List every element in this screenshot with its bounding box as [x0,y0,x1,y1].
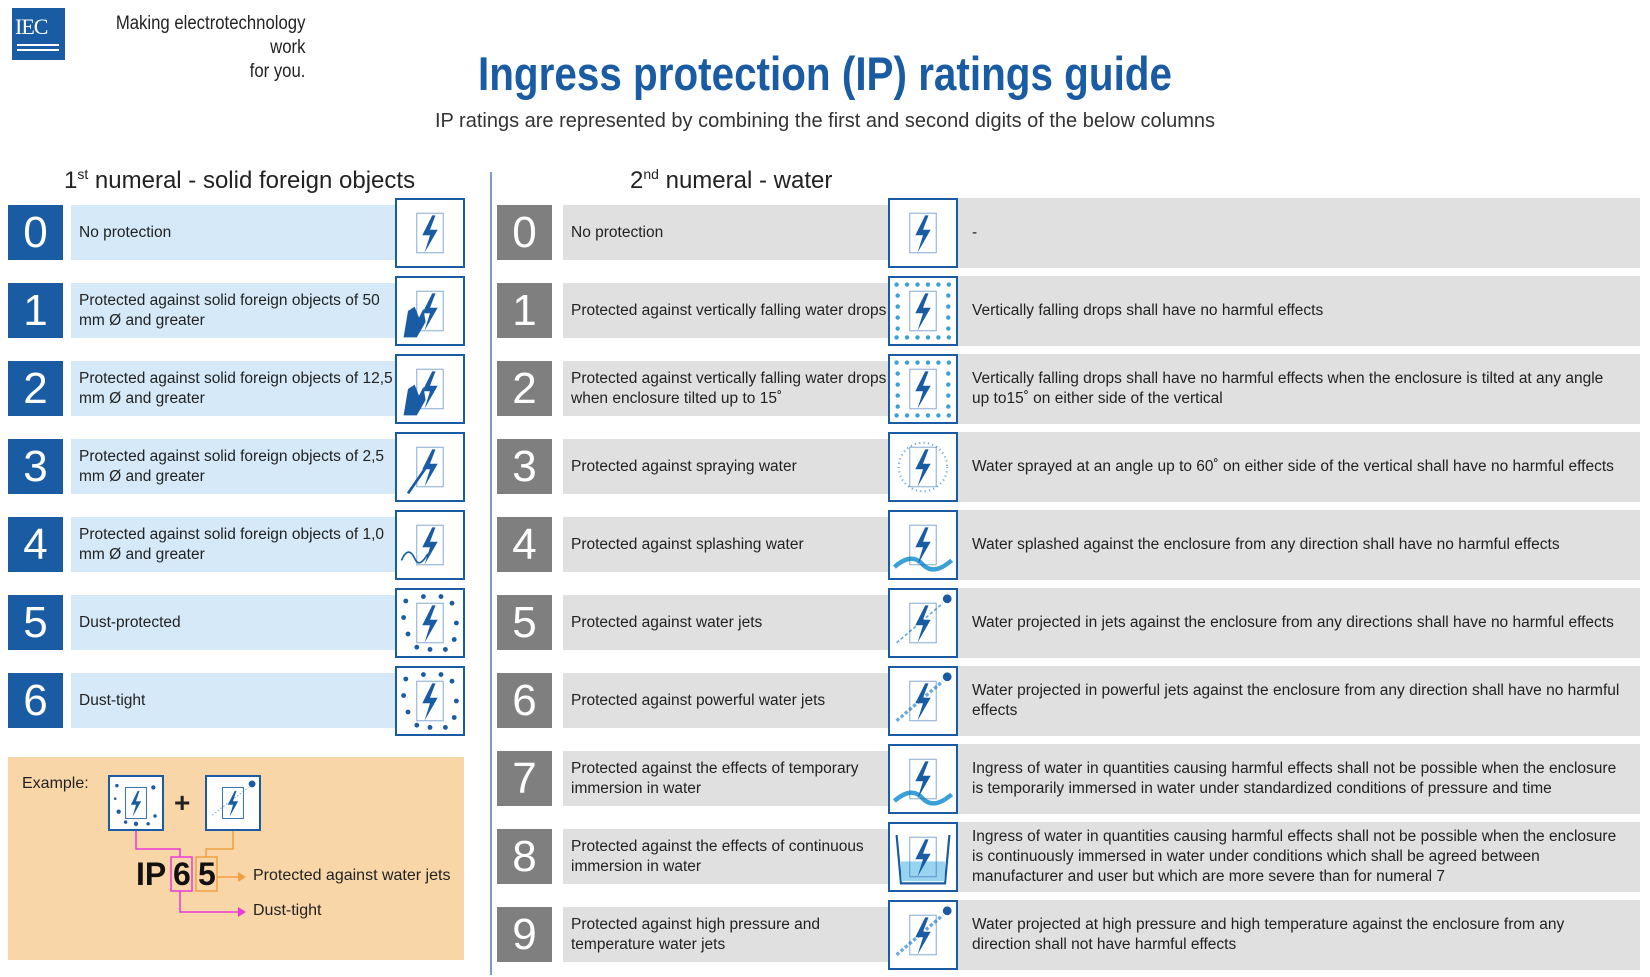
spray-icon [888,432,958,502]
water-long-description: Ingress of water in quantities causing h… [958,822,1640,892]
finger-icon [395,354,465,424]
example-label: Example: [22,775,89,792]
water-short-description: Protected against powerful water jets [563,673,888,728]
solid-digit: 5 [8,595,63,650]
splash-icon [888,510,958,580]
water-long-description: Vertically falling drops shall have no h… [958,276,1640,346]
immersion-icon [888,822,958,892]
first-numeral-heading: 1st numeral - solid foreign objects [64,166,416,194]
water-digit: 1 [497,283,552,338]
lightning-icon [395,198,465,268]
water-digit: 0 [497,205,552,260]
high-pressure-jet-icon [888,900,958,970]
jet-icon [888,588,958,658]
plus-sign: + [174,787,191,818]
water-long-description: - [958,198,1640,268]
ip-second-digit: 5 [198,856,216,892]
solid-digit: 0 [8,205,63,260]
water-digit: 3 [497,439,552,494]
powerful-jet-icon [888,666,958,736]
tagline: Making electrotechnology work for you. [115,13,306,82]
water-short-description: Protected against the effects of continu… [563,829,888,884]
dust-tight-icon [108,775,164,831]
water-long-description: Water projected at high pressure and hig… [958,900,1640,970]
solid-digit: 3 [8,439,63,494]
drops-icon [888,276,958,346]
column-divider [490,172,492,975]
wave-icon [888,744,958,814]
water-digit: 8 [497,829,552,884]
solid-digit: 2 [8,361,63,416]
dust-icon [395,588,465,658]
tool-icon [395,432,465,502]
water-long-description: Water projected in jets against the encl… [958,588,1640,658]
solid-description: Dust-tight [71,673,396,728]
water-digit: 5 [497,595,552,650]
wire-icon [395,510,465,580]
solid-digit: 1 [8,283,63,338]
tilted-drops-icon [888,354,958,424]
water-digit: 7 [497,751,552,806]
water-short-description: Protected against spraying water [563,439,888,494]
solid-description: No protection [71,205,396,260]
water-long-description: Water projected in powerful jets against… [958,666,1640,736]
solid-description: Protected against solid foreign objects … [71,361,396,416]
jet-icon [205,775,261,831]
page-title: Ingress protection (IP) ratings guide [478,47,1172,100]
water-short-description: Protected against high pressure and temp… [563,907,888,962]
solid-digit: 6 [8,673,63,728]
solid-digit: 4 [8,517,63,572]
page-subtitle: IP ratings are represented by combining … [434,110,1216,132]
water-digit: 9 [497,907,552,962]
ip-first-digit: 6 [173,856,191,892]
solid-description: Protected against solid foreign objects … [71,517,396,572]
water-long-description: Ingress of water in quantities causing h… [958,744,1640,814]
hand-icon [395,276,465,346]
example-connectors [135,831,246,917]
water-short-description: Protected against splashing water [563,517,888,572]
water-digit: 6 [497,673,552,728]
first-digit-meaning: Dust-tight [253,902,322,919]
water-digit: 4 [497,517,552,572]
lightning-icon [888,198,958,268]
solid-description: Protected against solid foreign objects … [71,283,396,338]
iec-logo: IEC [12,8,65,60]
water-long-description: Water sprayed at an angle up to 60˚ on e… [958,432,1640,502]
water-short-description: Protected against water jets [563,595,888,650]
water-long-description: Vertically falling drops shall have no h… [958,354,1640,424]
water-digit: 2 [497,361,552,416]
water-short-description: No protection [563,205,888,260]
solid-description: Protected against solid foreign objects … [71,439,396,494]
water-short-description: Protected against the effects of tempora… [563,751,888,806]
solid-description: Dust-protected [71,595,396,650]
water-long-description: Water splashed against the enclosure fro… [958,510,1640,580]
second-digit-meaning: Protected against water jets [253,867,451,884]
water-short-description: Protected against vertically falling wat… [563,361,888,416]
example-panel: Example: + IP 6 5 Protected against wate… [8,757,464,960]
dust-tight-icon [395,666,465,736]
second-numeral-heading: 2nd numeral - water [630,166,833,194]
ip-prefix: IP [136,856,167,892]
water-short-description: Protected against vertically falling wat… [563,283,888,338]
